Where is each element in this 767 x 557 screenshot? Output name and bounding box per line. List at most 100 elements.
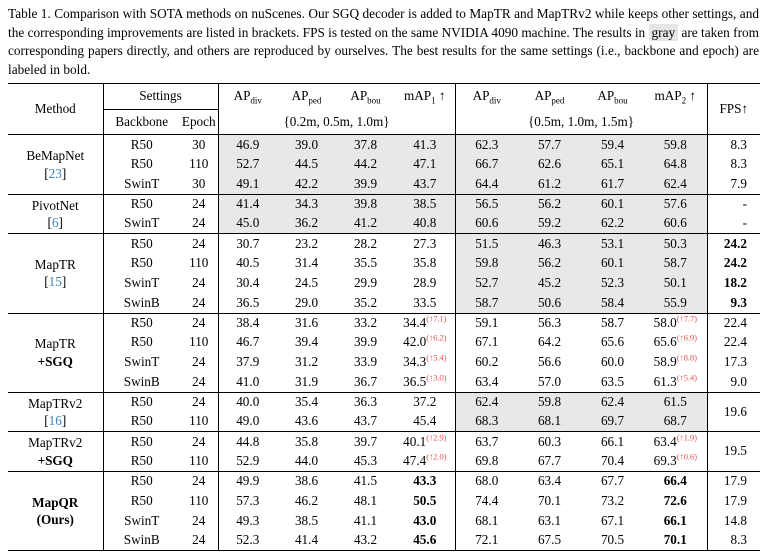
improvement-value: (↑7.7) bbox=[676, 313, 697, 324]
epoch-cell: 110 bbox=[180, 332, 219, 353]
ap-cell: 62.6 bbox=[518, 154, 581, 175]
map-cell: 36.5(↑3.0) bbox=[395, 372, 456, 393]
epoch-cell: 24 bbox=[180, 511, 219, 531]
epoch-cell: 24 bbox=[180, 372, 219, 393]
epoch-cell: 30 bbox=[180, 134, 219, 155]
backbone-cell: R50 bbox=[103, 134, 180, 155]
method-name: +SGQ bbox=[37, 353, 73, 369]
table-row: SwinT 24 49.3 38.5 41.1 43.0 68.1 63.1 67.1 66.1 1… bbox=[8, 511, 760, 531]
ap-cell: 68.0 bbox=[455, 470, 518, 492]
backbone-cell: R50 bbox=[130, 413, 153, 429]
ap-cell: 46.7 bbox=[236, 334, 260, 350]
ap-cell: 58.7 bbox=[455, 293, 518, 314]
backbone-cell: R50 bbox=[103, 312, 180, 333]
ap-cell: 57.3 bbox=[236, 492, 260, 508]
ap-cell: 39.7 bbox=[336, 431, 395, 452]
ap-cell: 62.4 bbox=[455, 391, 518, 413]
ap-cell: 62.2 bbox=[581, 214, 644, 234]
ap-cell: 31.2 bbox=[294, 354, 319, 370]
map-cell: 40.8 bbox=[395, 214, 456, 234]
ap-cell: 56.2 bbox=[518, 253, 581, 274]
map-cell: 66.1 bbox=[644, 511, 708, 531]
table-row: SwinB 24 41.0 31.9 36.7 36.5(↑3.0) 63.4 57.0 63.… bbox=[8, 372, 760, 393]
backbone-cell: SwinT bbox=[124, 512, 160, 528]
metric-header-1-1: mAP1 ↑ bbox=[395, 83, 456, 110]
ap-cell: 31.6 bbox=[277, 312, 336, 333]
backbone-cell: SwinT bbox=[124, 274, 160, 290]
improvement-value: (↑1.9) bbox=[676, 432, 697, 443]
epoch-cell: 110 bbox=[180, 491, 219, 512]
improvement-value: (↑6.2) bbox=[426, 332, 447, 343]
metric-header-1-ped: APped bbox=[291, 87, 322, 106]
citation-link[interactable]: 23 bbox=[48, 165, 62, 181]
map-cell: 42.0(↑6.2) bbox=[395, 332, 456, 353]
map-cell: 50.3 bbox=[644, 233, 708, 254]
metric-subscript: 2 bbox=[681, 95, 687, 106]
fps-cell: 9.3 bbox=[730, 294, 747, 310]
epoch-cell: 24 bbox=[180, 193, 219, 215]
map-cell: 65.6(↑6.9) bbox=[644, 332, 708, 353]
citation-link[interactable]: 16 bbox=[48, 413, 62, 429]
metric-header-2-bou: APbou bbox=[597, 87, 628, 106]
map-cell: 61.5 bbox=[644, 391, 708, 413]
method-name: MapTR bbox=[34, 336, 76, 352]
fps-header: FPS↑ bbox=[707, 83, 760, 136]
ap-cell: 38.6 bbox=[277, 470, 336, 492]
ap-cell: 36.3 bbox=[336, 391, 395, 413]
ap-cell: 73.2 bbox=[600, 492, 625, 508]
ap-cell: 63.4 bbox=[475, 373, 499, 389]
method-name: MapTRv2 bbox=[28, 435, 83, 451]
method-name: MapTRv2 bbox=[28, 395, 83, 411]
method-column-header: Method bbox=[8, 83, 104, 136]
map-cell: 41.3 bbox=[395, 134, 456, 155]
epoch-cell: 24 bbox=[180, 214, 219, 234]
epoch-cell: 24 bbox=[180, 530, 219, 551]
citation: [15] bbox=[44, 274, 67, 290]
ap-cell: 43.2 bbox=[353, 532, 378, 548]
ap-cell: 44.8 bbox=[218, 431, 277, 452]
table-row: SwinB 24 52.3 41.4 43.2 45.6 72.1 67.5 70.5 70.1 8… bbox=[8, 530, 760, 551]
map-cell: 45.6 bbox=[395, 530, 456, 551]
backbone-cell: R50 bbox=[103, 233, 180, 254]
method-name: MapQR bbox=[32, 494, 79, 510]
fps-cell: 8.3 bbox=[707, 134, 760, 155]
ap-cell: 67.7 bbox=[537, 452, 562, 468]
ap-cell: 63.7 bbox=[455, 431, 518, 452]
backbone-cell: R50 bbox=[130, 156, 153, 172]
backbone-cell: R50 bbox=[130, 255, 153, 271]
citation-link[interactable]: 15 bbox=[48, 274, 62, 290]
map-cell: 60.6 bbox=[644, 214, 708, 234]
ap-cell: 35.5 bbox=[353, 255, 378, 271]
ap-cell: 56.2 bbox=[518, 193, 581, 215]
map-cell: 43.7 bbox=[395, 174, 456, 195]
ap-cell: 58.7 bbox=[581, 312, 644, 333]
table-row: SwinB 24 36.5 29.0 35.2 33.5 58.7 50.6 58.4 55.9 9… bbox=[8, 293, 760, 314]
map-cell: 55.9 bbox=[644, 293, 708, 314]
method-cell: MapQR (Ours) bbox=[8, 470, 104, 551]
metric-header-2-2: mAP2 ↑ bbox=[644, 83, 708, 110]
map-cell: 63.4(↑1.9) bbox=[644, 431, 708, 452]
epoch-cell: 24 bbox=[180, 352, 219, 373]
improvement-value: (↑5.4) bbox=[426, 352, 447, 363]
ap-cell: 41.1 bbox=[353, 512, 378, 528]
ap-cell: 39.9 bbox=[336, 174, 395, 195]
ap-cell: 70.5 bbox=[600, 532, 625, 548]
metric-subscript: div bbox=[489, 95, 501, 106]
metric-subscript: bou bbox=[367, 95, 381, 106]
ap-cell: 69.7 bbox=[581, 412, 644, 432]
ap-cell: 63.1 bbox=[537, 512, 562, 528]
backbone-cell: R50 bbox=[130, 334, 153, 350]
table-body: BeMapNet [23] R50 30 46.9 39.0 37.8 41.3 62.3 57.… bbox=[8, 134, 760, 551]
ap-cell: 49.9 bbox=[218, 470, 277, 492]
citation-link[interactable]: 6 bbox=[51, 215, 59, 231]
epoch-cell: 24 bbox=[180, 273, 219, 294]
method-name: BeMapNet bbox=[26, 148, 85, 164]
metric-subscript: ped bbox=[551, 95, 565, 106]
ap-cell: 66.1 bbox=[581, 431, 644, 452]
ap-cell: 24.5 bbox=[294, 274, 319, 290]
ap-cell: 70.4 bbox=[600, 452, 625, 468]
ap-cell: 49.3 bbox=[236, 512, 260, 528]
fps-cell: 17.9 bbox=[707, 470, 760, 492]
citation: [16] bbox=[44, 413, 67, 429]
ap-cell: 44.2 bbox=[336, 154, 395, 175]
